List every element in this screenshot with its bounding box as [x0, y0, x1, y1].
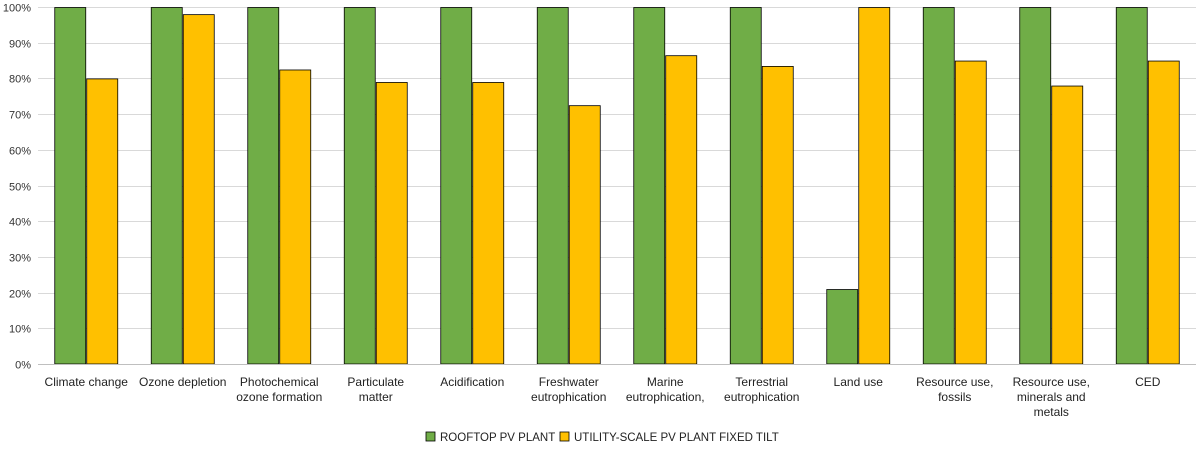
y-tick-label: 70%: [9, 110, 31, 122]
y-tick-label: 40%: [9, 217, 31, 229]
category-label: Climate change: [45, 375, 129, 389]
legend-item-rooftop: ROOFTOP PV PLANT: [425, 431, 555, 444]
bar-utility-3: [375, 82, 408, 365]
bar-rooftop-6: [633, 7, 666, 365]
category-label: Particulate matter: [347, 375, 404, 404]
legend-label: ROOFTOP PV PLANT: [440, 432, 555, 444]
y-tick-label: 30%: [9, 253, 31, 265]
bar-rooftop-2: [247, 7, 280, 365]
category-label: Marine eutrophication,: [626, 375, 705, 404]
category-label: Resource use, minerals and metals: [1013, 375, 1090, 419]
bar-utility-10: [1051, 85, 1084, 365]
bar-utility-6: [665, 55, 698, 365]
bar-rooftop-0: [54, 7, 87, 365]
bar-utility-8: [858, 7, 891, 365]
legend-item-utility: UTILITY-SCALE PV PLANT FIXED TILT: [559, 431, 779, 444]
legend-swatch: [425, 431, 436, 442]
y-tick-label: 80%: [9, 74, 31, 86]
category-label: Resource use, fossils: [916, 375, 993, 404]
bars: [54, 7, 1180, 365]
category-label: Freshwater eutrophication: [531, 375, 606, 404]
y-tick-label: 50%: [9, 182, 31, 194]
bar-rooftop-1: [150, 7, 183, 365]
y-tick-label: 0%: [15, 360, 31, 372]
bar-utility-11: [1147, 60, 1180, 365]
bar-utility-4: [472, 82, 505, 365]
y-tick-label: 90%: [9, 39, 31, 51]
bar-utility-7: [761, 66, 794, 365]
category-label: Terrestrial eutrophication: [724, 375, 799, 404]
bar-utility-2: [279, 69, 312, 365]
legend-swatch: [559, 431, 570, 442]
bar-rooftop-8: [826, 289, 859, 365]
category-label: Acidification: [440, 375, 504, 389]
legend-label: UTILITY-SCALE PV PLANT FIXED TILT: [574, 432, 779, 444]
bar-utility-9: [954, 60, 987, 365]
category-label: Photochemical ozone formation: [236, 375, 322, 404]
bar-utility-5: [568, 105, 601, 365]
category-label: CED: [1135, 375, 1161, 389]
category-label: Land use: [834, 375, 884, 389]
y-tick-label: 100%: [3, 3, 31, 15]
bar-rooftop-9: [922, 7, 955, 365]
legend: ROOFTOP PV PLANT UTILITY-SCALE PV PLANT F…: [425, 431, 779, 444]
bar-rooftop-5: [536, 7, 569, 365]
y-tick-labels: 0% 10% 20% 30% 40% 50% 60% 70% 80% 90% 100%: [3, 3, 31, 372]
bar-utility-0: [86, 78, 119, 365]
bar-rooftop-4: [440, 7, 473, 365]
y-tick-label: 10%: [9, 324, 31, 336]
bar-rooftop-10: [1019, 7, 1052, 365]
gridlines: [38, 7, 1196, 365]
bar-rooftop-11: [1115, 7, 1148, 365]
category-labels: Climate change Ozone depletion Photochemic…: [45, 375, 1161, 419]
bar-rooftop-3: [343, 7, 376, 365]
category-label: Ozone depletion: [139, 375, 226, 389]
bar-utility-1: [182, 14, 215, 365]
bar-rooftop-7: [729, 7, 762, 365]
y-tick-label: 20%: [9, 289, 31, 301]
y-tick-label: 60%: [9, 146, 31, 158]
